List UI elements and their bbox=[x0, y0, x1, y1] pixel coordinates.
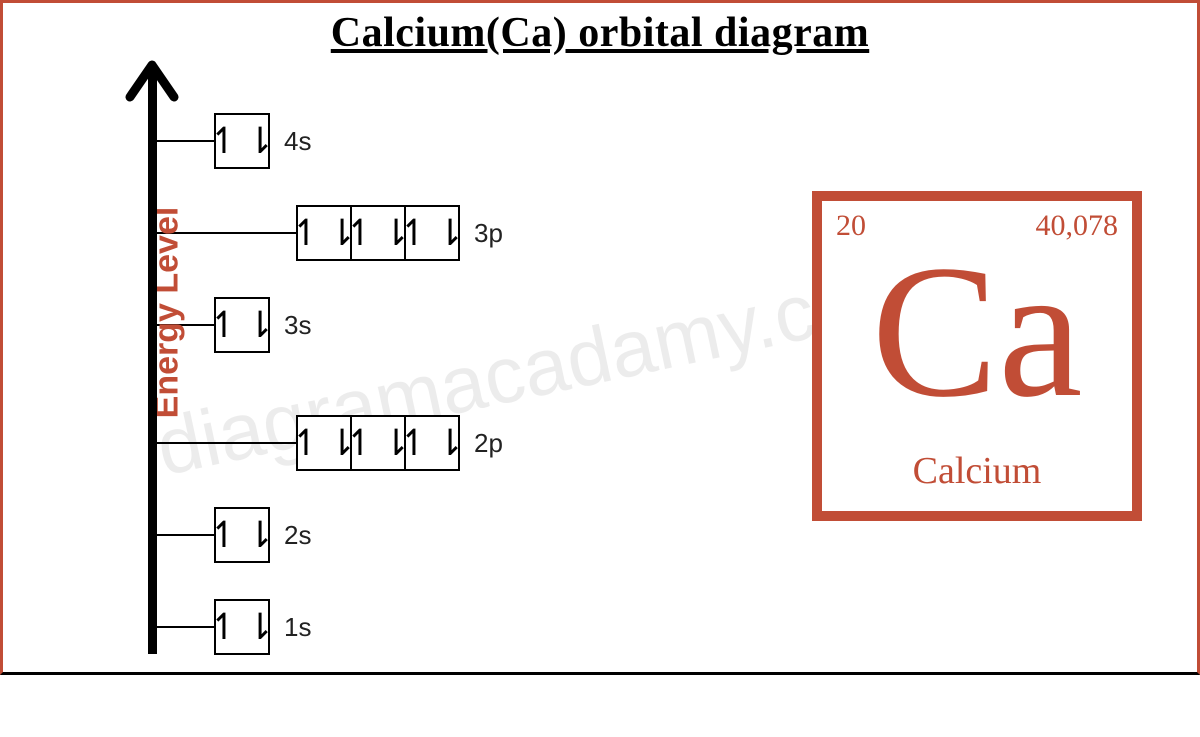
sublevel-label: 2p bbox=[474, 428, 503, 459]
energy-tick bbox=[148, 442, 296, 444]
electron-spin-down-icon: ⇂ bbox=[435, 215, 465, 251]
orbital-boxes: ↿⇂ bbox=[214, 113, 270, 169]
orbital-boxes: ↿⇂ bbox=[214, 599, 270, 655]
sublevel-label: 1s bbox=[284, 612, 311, 643]
electron-spin-up-icon: ↿ bbox=[209, 307, 239, 343]
energy-tick bbox=[148, 534, 214, 536]
element-tile: 20 40,078 Ca Calcium bbox=[812, 191, 1142, 521]
orbital-box: ↿⇂ bbox=[350, 205, 406, 261]
electron-spin-down-icon: ⇂ bbox=[435, 425, 465, 461]
energy-tick bbox=[148, 140, 214, 142]
electron-spin-up-icon: ↿ bbox=[345, 425, 375, 461]
orbital-boxes: ↿⇂ bbox=[214, 297, 270, 353]
energy-tick bbox=[148, 626, 214, 628]
orbital-row: ↿⇂ 3s bbox=[214, 297, 311, 353]
electron-spin-up-icon: ↿ bbox=[399, 215, 429, 251]
orbital-box: ↿⇂ bbox=[404, 415, 460, 471]
electron-spin-up-icon: ↿ bbox=[209, 123, 239, 159]
orbital-row: ↿⇂ 4s bbox=[214, 113, 311, 169]
element-symbol: Ca bbox=[822, 237, 1132, 427]
orbital-boxes: ↿⇂↿⇂↿⇂ bbox=[296, 415, 460, 471]
sublevel-label: 3p bbox=[474, 218, 503, 249]
electron-spin-up-icon: ↿ bbox=[209, 517, 239, 553]
diagram-frame: Calcium(Ca) orbital diagram diagramacada… bbox=[0, 0, 1200, 675]
orbital-boxes: ↿⇂ bbox=[214, 507, 270, 563]
orbital-row: ↿⇂ 1s bbox=[214, 599, 311, 655]
electron-spin-down-icon: ⇂ bbox=[245, 609, 275, 645]
orbital-box: ↿⇂ bbox=[350, 415, 406, 471]
electron-spin-down-icon: ⇂ bbox=[245, 307, 275, 343]
energy-axis-arrow bbox=[122, 57, 182, 108]
element-name: Calcium bbox=[822, 449, 1132, 493]
orbital-box: ↿⇂ bbox=[296, 205, 352, 261]
energy-axis bbox=[148, 65, 157, 654]
sublevel-label: 2s bbox=[284, 520, 311, 551]
orbital-box: ↿⇂ bbox=[214, 297, 270, 353]
orbital-box: ↿⇂ bbox=[214, 507, 270, 563]
orbital-box: ↿⇂ bbox=[296, 415, 352, 471]
electron-spin-up-icon: ↿ bbox=[345, 215, 375, 251]
electron-spin-up-icon: ↿ bbox=[291, 215, 321, 251]
orbital-box: ↿⇂ bbox=[214, 113, 270, 169]
orbital-row: ↿⇂ 2s bbox=[214, 507, 311, 563]
sublevel-label: 3s bbox=[284, 310, 311, 341]
electron-spin-up-icon: ↿ bbox=[209, 609, 239, 645]
orbital-box: ↿⇂ bbox=[214, 599, 270, 655]
electron-spin-down-icon: ⇂ bbox=[245, 123, 275, 159]
electron-spin-up-icon: ↿ bbox=[291, 425, 321, 461]
electron-spin-down-icon: ⇂ bbox=[245, 517, 275, 553]
orbital-row: ↿⇂↿⇂↿⇂2p bbox=[296, 415, 503, 471]
orbital-row: ↿⇂↿⇂↿⇂3p bbox=[296, 205, 503, 261]
page-title: Calcium(Ca) orbital diagram bbox=[3, 9, 1197, 57]
electron-spin-up-icon: ↿ bbox=[399, 425, 429, 461]
orbital-box: ↿⇂ bbox=[404, 205, 460, 261]
sublevel-label: 4s bbox=[284, 126, 311, 157]
orbital-boxes: ↿⇂↿⇂↿⇂ bbox=[296, 205, 460, 261]
